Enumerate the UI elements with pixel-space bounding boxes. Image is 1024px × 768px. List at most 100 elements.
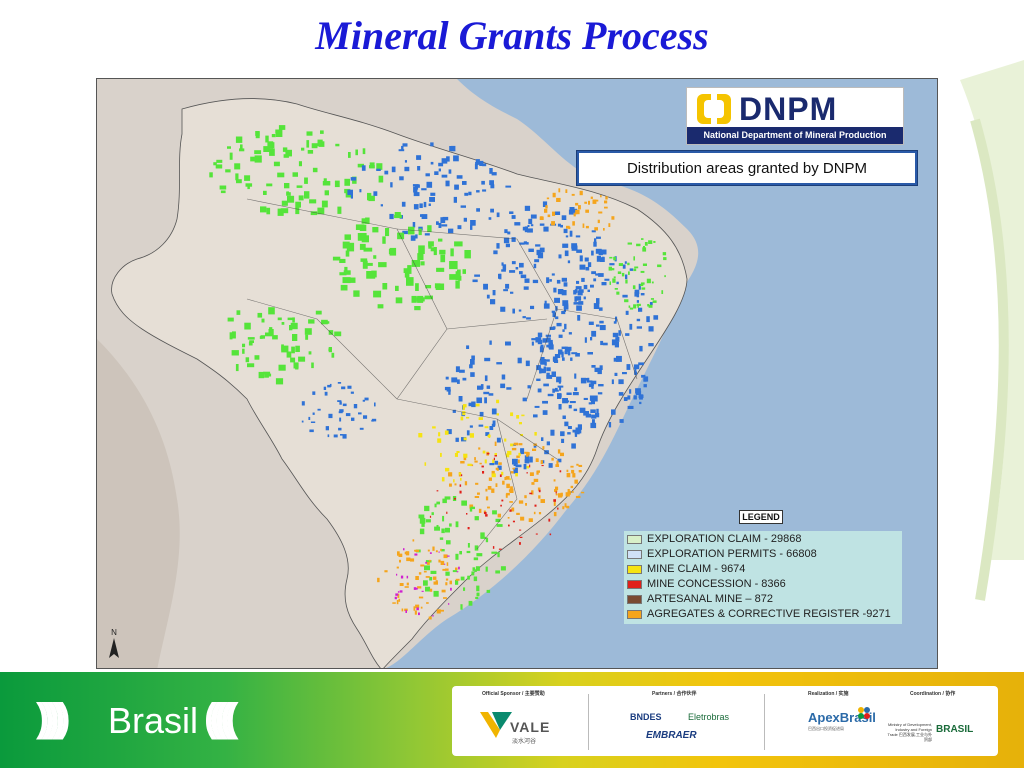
grant-area-patch bbox=[428, 203, 431, 206]
grant-area-patch bbox=[446, 429, 452, 435]
grant-area-patch bbox=[633, 256, 635, 261]
grant-area-patch bbox=[467, 543, 470, 548]
grant-area-patch bbox=[439, 249, 446, 255]
grant-area-patch bbox=[633, 304, 637, 309]
grant-area-patch bbox=[541, 465, 544, 467]
grant-area-patch bbox=[644, 242, 648, 246]
grant-area-patch bbox=[266, 207, 271, 215]
legend-item-mine-claim: MINE CLAIM - 9674 bbox=[627, 562, 901, 577]
grant-area-patch bbox=[531, 482, 535, 485]
grant-area-patch bbox=[436, 525, 439, 530]
grant-area-patch bbox=[348, 152, 351, 158]
brasil-waves-left: ))))) bbox=[36, 696, 70, 740]
grant-area-patch bbox=[490, 184, 495, 189]
grant-area-patch bbox=[388, 249, 394, 255]
grant-area-patch bbox=[261, 318, 265, 323]
grant-area-patch bbox=[342, 277, 351, 284]
grant-area-patch bbox=[434, 171, 439, 175]
legend-label: EXPLORATION CLAIM - 29868 bbox=[647, 533, 802, 545]
grant-area-patch bbox=[636, 318, 641, 322]
grant-area-patch bbox=[282, 147, 288, 152]
grant-area-patch bbox=[321, 200, 328, 208]
grant-area-patch bbox=[546, 441, 550, 446]
grant-area-patch bbox=[600, 195, 602, 198]
grant-area-patch bbox=[516, 415, 520, 419]
grant-area-patch bbox=[625, 279, 628, 284]
grant-area-patch bbox=[399, 559, 401, 563]
grant-area-patch bbox=[351, 417, 355, 421]
grant-area-patch bbox=[404, 271, 410, 278]
grant-area-patch bbox=[473, 557, 479, 561]
grant-area-patch bbox=[470, 225, 473, 230]
grant-area-patch bbox=[428, 559, 432, 562]
slide-title: Mineral Grants Process bbox=[315, 13, 709, 58]
grant-area-patch bbox=[414, 186, 419, 190]
grant-area-patch bbox=[572, 429, 579, 433]
grant-area-patch bbox=[568, 226, 571, 230]
grant-area-patch bbox=[432, 426, 436, 429]
grant-area-patch bbox=[546, 277, 550, 284]
grant-area-patch bbox=[568, 332, 572, 335]
background-swoosh bbox=[960, 60, 1024, 601]
grant-area-patch bbox=[254, 355, 260, 360]
grant-area-patch bbox=[567, 432, 571, 435]
grant-area-patch bbox=[376, 163, 383, 170]
grant-area-patch bbox=[513, 467, 518, 474]
grant-area-patch bbox=[345, 250, 350, 257]
grant-area-patch bbox=[618, 379, 624, 385]
grant-area-patch bbox=[562, 506, 565, 510]
grant-area-patch bbox=[476, 397, 482, 404]
grant-area-patch bbox=[590, 409, 596, 413]
grant-area-patch bbox=[494, 453, 497, 456]
grant-area-patch bbox=[555, 486, 559, 491]
grant-area-patch bbox=[395, 285, 399, 291]
grant-area-patch bbox=[462, 404, 467, 408]
grant-area-patch bbox=[531, 341, 534, 346]
grant-area-patch bbox=[506, 483, 510, 489]
embraer-logo: EMBRAER bbox=[646, 730, 697, 741]
grant-area-patch bbox=[286, 351, 292, 358]
grant-area-patch bbox=[476, 585, 480, 592]
grant-area-patch bbox=[372, 227, 379, 233]
grant-area-patch bbox=[327, 384, 331, 388]
grant-area-patch bbox=[490, 299, 496, 305]
grant-area-patch bbox=[398, 149, 405, 152]
grant-area-patch bbox=[298, 195, 304, 201]
grant-area-patch bbox=[652, 300, 657, 303]
grant-area-patch bbox=[533, 511, 536, 515]
grant-area-patch bbox=[493, 250, 498, 255]
grant-area-patch bbox=[647, 304, 650, 307]
grant-area-patch bbox=[634, 371, 637, 375]
grant-area-patch bbox=[462, 269, 466, 274]
grant-area-patch bbox=[413, 187, 418, 193]
grant-area-patch bbox=[510, 486, 513, 489]
grant-area-patch bbox=[441, 528, 445, 534]
grant-area-patch bbox=[382, 283, 388, 290]
grant-area-patch bbox=[438, 559, 441, 563]
grant-area-patch bbox=[544, 361, 547, 366]
grant-area-patch bbox=[463, 437, 467, 441]
grant-area-patch bbox=[435, 580, 438, 584]
grant-area-patch bbox=[213, 162, 217, 166]
grant-area-patch bbox=[335, 143, 340, 147]
grant-area-patch bbox=[505, 341, 511, 346]
grant-area-patch bbox=[334, 331, 342, 337]
grant-area-patch bbox=[634, 368, 637, 373]
grant-area-patch bbox=[503, 289, 508, 292]
grant-area-patch bbox=[337, 206, 342, 214]
grant-area-patch bbox=[511, 507, 515, 512]
grant-area-patch bbox=[260, 206, 267, 213]
grant-area-patch bbox=[472, 567, 476, 571]
grant-area-patch bbox=[462, 181, 467, 185]
grant-area-patch bbox=[312, 412, 315, 415]
grant-area-patch bbox=[571, 491, 574, 493]
grant-area-patch bbox=[438, 168, 441, 172]
legend-label: ARTESANAL MINE – 872 bbox=[647, 593, 773, 605]
grant-area-patch bbox=[625, 274, 628, 280]
grant-area-patch bbox=[616, 291, 620, 295]
grant-area-patch bbox=[600, 340, 604, 346]
distribution-callout: Distribution areas granted by DNPM bbox=[576, 150, 918, 186]
grant-area-patch bbox=[438, 222, 442, 228]
grant-area-patch bbox=[571, 193, 575, 196]
grant-area-patch bbox=[596, 298, 600, 304]
